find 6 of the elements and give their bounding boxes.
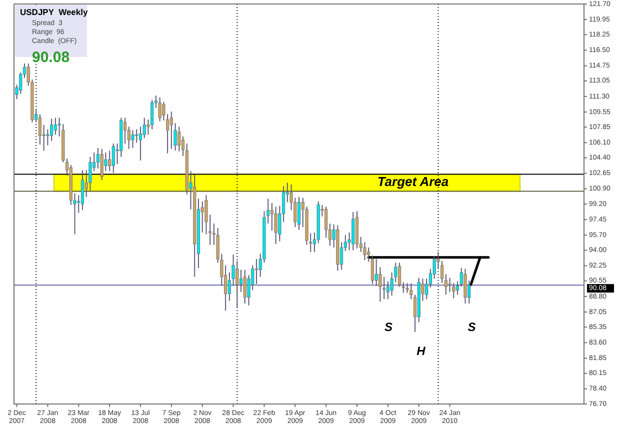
annotation: 90.08 xyxy=(32,49,70,66)
annotation: S xyxy=(384,320,392,334)
band-label: Target Area xyxy=(377,174,449,190)
annotation: H xyxy=(416,344,426,358)
chart-title: USDJPY Weekly xyxy=(20,7,88,17)
annotation: S xyxy=(468,320,476,334)
